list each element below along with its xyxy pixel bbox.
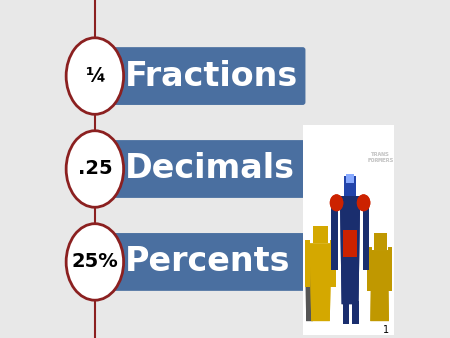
Bar bbox=[344, 176, 356, 196]
Bar bbox=[313, 226, 328, 243]
Ellipse shape bbox=[330, 194, 343, 211]
Bar bbox=[367, 247, 372, 291]
Text: 25%: 25% bbox=[72, 252, 118, 271]
FancyBboxPatch shape bbox=[106, 140, 306, 198]
FancyBboxPatch shape bbox=[106, 233, 306, 291]
Bar bbox=[342, 301, 349, 324]
Polygon shape bbox=[306, 264, 314, 321]
Bar bbox=[388, 247, 392, 291]
Ellipse shape bbox=[66, 224, 124, 300]
Text: Fractions: Fractions bbox=[125, 59, 298, 93]
Polygon shape bbox=[310, 243, 332, 321]
Polygon shape bbox=[342, 230, 357, 257]
Bar bbox=[374, 233, 387, 250]
Ellipse shape bbox=[66, 38, 124, 114]
Bar bbox=[367, 247, 372, 291]
Bar bbox=[332, 203, 338, 270]
Bar bbox=[346, 174, 355, 183]
Bar bbox=[305, 240, 310, 287]
Polygon shape bbox=[306, 264, 314, 321]
FancyBboxPatch shape bbox=[106, 47, 306, 105]
Bar bbox=[306, 250, 313, 264]
Bar bbox=[374, 233, 387, 250]
Bar bbox=[342, 301, 349, 324]
Ellipse shape bbox=[66, 131, 124, 207]
Polygon shape bbox=[340, 196, 360, 304]
Text: Percents: Percents bbox=[125, 245, 291, 279]
Bar bbox=[344, 176, 356, 196]
Bar bbox=[363, 203, 369, 270]
Text: TRANS
FORMERS: TRANS FORMERS bbox=[367, 152, 394, 163]
Polygon shape bbox=[340, 196, 360, 304]
Polygon shape bbox=[342, 230, 357, 257]
Bar bbox=[388, 247, 392, 291]
Bar bbox=[306, 250, 313, 264]
Bar bbox=[305, 240, 310, 287]
Text: 1: 1 bbox=[383, 324, 389, 335]
Bar bbox=[330, 240, 336, 287]
Text: Decimals: Decimals bbox=[125, 152, 295, 186]
Text: .25: .25 bbox=[77, 160, 112, 178]
Bar bbox=[346, 174, 355, 183]
Polygon shape bbox=[370, 250, 389, 321]
Ellipse shape bbox=[330, 194, 343, 211]
Bar bbox=[352, 301, 359, 324]
Bar bbox=[363, 203, 369, 270]
Text: ¼: ¼ bbox=[85, 67, 105, 86]
Ellipse shape bbox=[357, 194, 370, 211]
Bar bbox=[352, 301, 359, 324]
Bar bbox=[313, 226, 328, 243]
Bar bbox=[330, 240, 336, 287]
Bar bbox=[303, 125, 394, 335]
Polygon shape bbox=[370, 250, 389, 321]
Text: TRANS
FORMERS: TRANS FORMERS bbox=[367, 152, 394, 163]
Polygon shape bbox=[310, 243, 332, 321]
Bar bbox=[332, 203, 338, 270]
Ellipse shape bbox=[357, 194, 370, 211]
